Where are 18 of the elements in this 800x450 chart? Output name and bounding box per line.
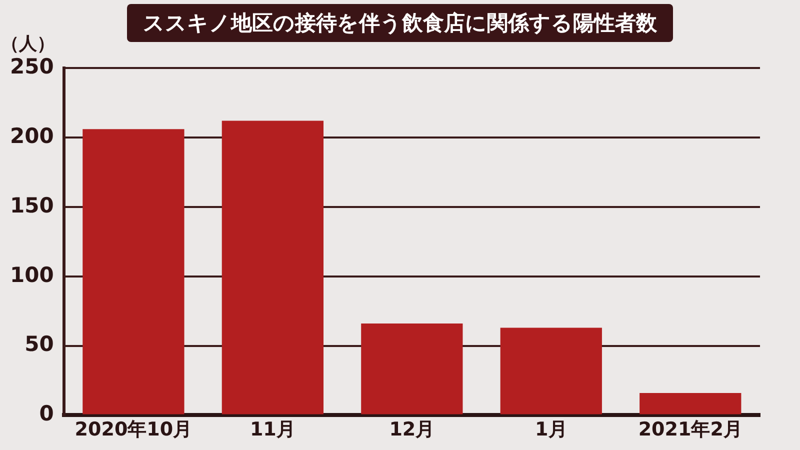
y-tick-label: 50 (24, 332, 54, 356)
x-tick-label: 2020年10月 (74, 418, 192, 441)
y-tick-label: 100 (10, 262, 54, 287)
x-tick-label: 2021年2月 (638, 418, 742, 441)
y-tick-label: 150 (10, 193, 54, 218)
bar (222, 120, 324, 414)
bar (500, 328, 602, 414)
bar (361, 324, 463, 414)
y-tick-label: 0 (39, 402, 54, 426)
y-tick-label: 250 (10, 54, 54, 78)
x-tick-label: 11月 (250, 418, 296, 441)
y-axis-title: （人） (0, 34, 55, 55)
x-tick-label: 12月 (389, 418, 435, 441)
bar (82, 129, 184, 414)
x-tick-label: 1月 (535, 418, 568, 441)
bar (640, 392, 742, 414)
y-tick-label: 200 (10, 124, 54, 148)
chart-title: ススキノ地区の接待を伴う飲食店に関係する陽性者数 (127, 4, 673, 42)
